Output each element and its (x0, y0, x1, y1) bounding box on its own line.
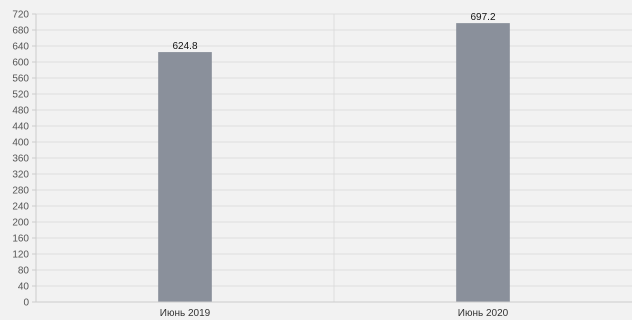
y-tick-label: 80 (18, 266, 30, 277)
y-tick-label: 200 (12, 218, 29, 229)
y-tick-label: 720 (12, 10, 29, 21)
y-tick-label: 0 (23, 298, 29, 309)
bars: 624.8 697.2 (158, 12, 510, 303)
y-tick-label: 120 (12, 250, 29, 261)
x-tick-label: Июнь 2019 (160, 308, 211, 319)
y-tick-label: 680 (12, 26, 29, 37)
grid-lines (36, 13, 632, 303)
y-tick-label: 280 (12, 186, 29, 197)
bar-value-label: 624.8 (172, 41, 197, 52)
y-tick-label: 160 (12, 234, 29, 245)
y-axis: 0 40 80 120 160 200 240 280 320 360 400 440 480 520 56… (12, 10, 37, 309)
bar (456, 23, 510, 303)
y-tick-label: 320 (12, 170, 29, 181)
bar-value-label: 697.2 (470, 12, 495, 23)
x-axis: Июнь 2019 Июнь 2020 (36, 301, 632, 319)
y-tick-label: 640 (12, 42, 29, 53)
y-tick-label: 600 (12, 58, 29, 69)
bar (158, 52, 212, 302)
y-tick-label: 40 (18, 282, 30, 293)
y-tick-label: 480 (12, 106, 29, 117)
y-tick-label: 360 (12, 154, 29, 165)
x-tick-label: Июнь 2020 (458, 308, 509, 319)
y-tick-label: 520 (12, 90, 29, 101)
y-tick-label: 240 (12, 202, 29, 213)
y-tick-label: 400 (12, 138, 29, 149)
y-tick-label: 560 (12, 74, 29, 85)
y-tick-label: 440 (12, 122, 29, 133)
